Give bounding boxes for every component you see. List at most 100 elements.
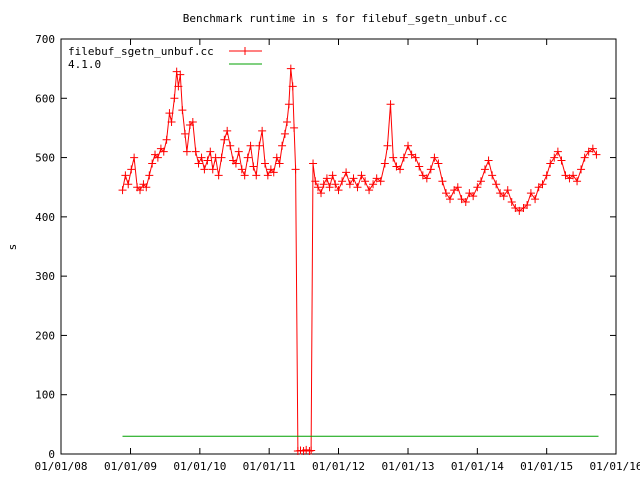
- data-point: [290, 123, 299, 132]
- data-point: [415, 162, 424, 171]
- data-point: [206, 147, 215, 156]
- data-point: [234, 147, 243, 156]
- data-point: [499, 192, 508, 201]
- data-point: [461, 198, 470, 207]
- y-tick-label: 400: [35, 211, 55, 224]
- data-point: [223, 126, 232, 135]
- data-point: [305, 447, 314, 456]
- y-tick-label: 700: [35, 33, 55, 46]
- data-point: [237, 165, 246, 174]
- data-point: [130, 153, 139, 162]
- legend-marker: [241, 47, 249, 55]
- data-point: [442, 189, 451, 198]
- data-point: [577, 165, 586, 174]
- data-point: [176, 70, 185, 79]
- data-point: [170, 94, 179, 103]
- data-point: [286, 64, 295, 73]
- data-point: [523, 201, 532, 209]
- data-point: [422, 174, 431, 183]
- data-point: [531, 195, 540, 204]
- data-point: [162, 135, 171, 144]
- data-point: [331, 180, 340, 189]
- data-point: [148, 159, 157, 168]
- chart-title: Benchmark runtime in s for filebuf_sgetn…: [183, 12, 508, 25]
- x-tick-label: 01/01/13: [382, 460, 435, 473]
- x-tick-label: 01/01/15: [520, 460, 573, 473]
- data-point: [307, 446, 316, 455]
- x-tick-label: 01/01/12: [312, 460, 365, 473]
- data-point: [208, 165, 217, 174]
- data-point: [252, 171, 261, 180]
- data-point: [319, 180, 328, 189]
- x-tick-label: 01/01/08: [35, 460, 88, 473]
- data-point: [302, 445, 311, 454]
- series-layer: [118, 64, 601, 456]
- data-point: [538, 180, 547, 189]
- data-point: [399, 153, 408, 162]
- data-point: [249, 162, 258, 171]
- data-point: [334, 186, 343, 195]
- data-point: [136, 186, 145, 195]
- x-tick-label: 01/01/10: [173, 460, 226, 473]
- data-point: [275, 159, 284, 168]
- data-point: [380, 159, 389, 168]
- data-point: [317, 189, 326, 198]
- data-point: [142, 183, 151, 192]
- data-point: [231, 159, 240, 168]
- data-point: [426, 165, 435, 174]
- data-point: [272, 153, 281, 162]
- data-point: [488, 171, 497, 180]
- y-axis: 0 100 200 300 400 500 600 700: [35, 33, 616, 461]
- data-point: [127, 165, 136, 174]
- data-point: [469, 192, 478, 201]
- y-tick-label: 300: [35, 270, 55, 283]
- data-point: [145, 171, 154, 180]
- data-point: [322, 174, 331, 183]
- data-point: [258, 126, 267, 135]
- data-point: [263, 171, 272, 180]
- data-point: [473, 183, 482, 192]
- x-tick-label: 01/01/16: [590, 460, 640, 473]
- data-point: [280, 129, 289, 138]
- x-tick-label: 01/01/09: [104, 460, 157, 473]
- data-point: [592, 150, 601, 159]
- data-point: [580, 153, 589, 162]
- x-tick-label: 01/01/11: [243, 460, 296, 473]
- data-point: [217, 153, 226, 162]
- y-axis-label: s: [6, 244, 19, 251]
- data-point: [182, 147, 191, 156]
- data-point: [569, 171, 578, 180]
- data-point: [434, 159, 443, 168]
- data-point: [328, 171, 337, 180]
- data-point: [588, 144, 597, 153]
- data-point: [165, 109, 174, 118]
- data-point: [220, 135, 229, 144]
- data-point: [553, 147, 562, 156]
- data-point: [353, 183, 362, 192]
- data-point: [515, 206, 524, 215]
- data-point: [484, 156, 493, 165]
- data-point: [349, 174, 358, 183]
- data-point: [203, 156, 212, 165]
- legend-label: 4.1.0: [68, 58, 101, 71]
- data-point: [153, 153, 162, 162]
- data-point: [573, 177, 582, 186]
- data-point: [546, 159, 555, 168]
- data-point: [255, 141, 264, 150]
- data-point: [357, 171, 366, 180]
- y-tick-label: 200: [35, 329, 55, 342]
- y-tick-label: 600: [35, 92, 55, 105]
- data-point: [383, 141, 392, 150]
- data-point: [121, 171, 130, 180]
- y-tick-label: 500: [35, 152, 55, 165]
- y-tick-label: 100: [35, 389, 55, 402]
- data-point: [291, 165, 300, 174]
- y-tick-label: 0: [48, 448, 55, 461]
- data-point: [191, 147, 200, 156]
- data-point: [313, 183, 322, 192]
- data-point: [178, 106, 187, 115]
- data-point: [200, 165, 209, 174]
- legend: filebuf_sgetn_unbuf.cc4.1.0: [68, 45, 262, 71]
- legend-label: filebuf_sgetn_unbuf.cc: [68, 45, 214, 58]
